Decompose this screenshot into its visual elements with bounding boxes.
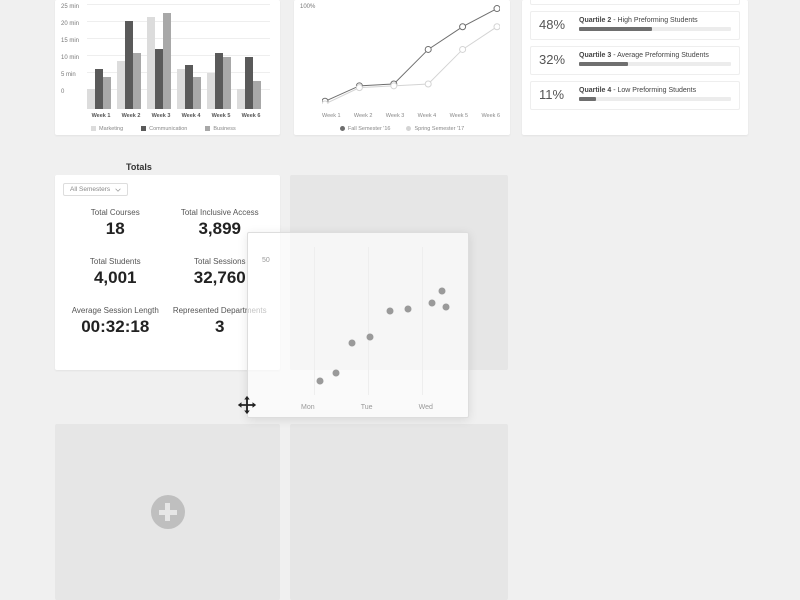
totals-label: Total Students — [63, 257, 168, 266]
quartile-bar-bg — [579, 97, 731, 101]
bar-chart-card: 25 min 20 min 15 min 10 min 5 min 0 Week… — [55, 0, 280, 135]
quartile-bar-fill — [579, 62, 628, 66]
chevron-down-icon — [115, 187, 121, 193]
totals-item: Total Students 4,001 — [63, 257, 168, 288]
line-chart-card: 100% Week 1Week 2Week 3Week 4Week 5Week … — [294, 0, 510, 135]
totals-label: Total Inclusive Access — [168, 208, 273, 217]
totals-item: Average Session Length 00:32:18 — [63, 306, 168, 337]
legend-label: Spring Semester '17 — [414, 126, 464, 132]
quartile-row: 32% Quartile 3 - Average Preforming Stude… — [530, 46, 740, 75]
totals-label: Average Session Length — [63, 306, 168, 315]
quartile-pct: 11% — [539, 87, 571, 102]
scatter-point — [367, 334, 374, 341]
bar-y-axis: 25 min 20 min 15 min 10 min 5 min 0 — [61, 4, 79, 106]
scatter-point — [439, 288, 446, 295]
scatter-point — [429, 300, 436, 307]
y-tick: 5 min — [61, 72, 79, 89]
legend-label: Communication — [149, 126, 187, 132]
y-tick: 20 min — [61, 21, 79, 38]
quartile-bar-bg — [579, 27, 731, 31]
semester-select[interactable]: All Semesters — [63, 183, 128, 196]
add-widget-icon[interactable] — [151, 495, 185, 529]
legend-item: Spring Semester '17 — [406, 126, 464, 132]
quartile-bar-fill — [579, 97, 596, 101]
y-tick: 25 min — [61, 4, 79, 21]
quartile-bar-fill — [579, 27, 652, 31]
move-cursor-icon — [236, 394, 258, 416]
widget-placeholder[interactable] — [55, 424, 280, 600]
totals-grid: Total Courses18Total Inclusive Access3,8… — [63, 208, 272, 337]
quartile-label: Quartile 2 - High Preforming Students — [579, 17, 731, 24]
legend-swatch — [91, 126, 96, 131]
bar-legend: Marketing Communication Business — [91, 126, 270, 132]
scatter-y-label: 50 — [262, 257, 270, 264]
totals-label: Total Courses — [63, 208, 168, 217]
legend-item: Marketing — [91, 126, 123, 132]
quartile-card: 9%Quartile 1 - Extremely High Preforming… — [522, 0, 748, 135]
widget-placeholder[interactable] — [290, 424, 508, 600]
line-plot-area — [322, 4, 500, 104]
select-value: All Semesters — [70, 186, 110, 193]
scatter-point — [387, 308, 394, 315]
totals-value: 00:32:18 — [63, 317, 168, 337]
scatter-point — [349, 340, 356, 347]
y-tick: 10 min — [61, 55, 79, 72]
line-legend: Fall Semester '16 Spring Semester '17 — [294, 126, 510, 132]
scatter-card-dragging[interactable]: 50 MonTueWed — [247, 232, 469, 418]
legend-item: Business — [205, 126, 235, 132]
legend-item: Communication — [141, 126, 187, 132]
quartile-pct: 48% — [539, 17, 571, 32]
legend-dot — [340, 126, 345, 131]
totals-value: 4,001 — [63, 268, 168, 288]
scatter-point — [317, 378, 324, 385]
line-x-axis: Week 1Week 2Week 3Week 4Week 5Week 6 — [322, 113, 500, 119]
quartile-label: Quartile 3 - Average Preforming Students — [579, 52, 731, 59]
legend-label: Business — [213, 126, 235, 132]
legend-label: Fall Semester '16 — [348, 126, 391, 132]
scatter-point — [405, 306, 412, 313]
quartile-bar-bg — [579, 62, 731, 66]
line-y-label: 100% — [300, 4, 315, 10]
legend-swatch — [141, 126, 146, 131]
y-tick: 15 min — [61, 38, 79, 55]
legend-item: Fall Semester '16 — [340, 126, 391, 132]
y-tick: 0 — [61, 89, 79, 106]
quartile-label: Quartile 4 - Low Preforming Students — [579, 87, 731, 94]
quartile-row: 11% Quartile 4 - Low Preforming Students — [530, 81, 740, 110]
totals-section-title: Totals — [126, 162, 152, 172]
scatter-x-axis: MonTueWed — [278, 404, 456, 411]
quartile-row: 48% Quartile 2 - High Preforming Students — [530, 11, 740, 40]
totals-value: 18 — [63, 219, 168, 239]
bar-plot-area: Week 1Week 2Week 3Week 4Week 5Week 6 — [87, 4, 270, 109]
scatter-plot-area — [278, 247, 456, 395]
quartile-pct: 32% — [539, 52, 571, 67]
legend-swatch — [205, 126, 210, 131]
legend-label: Marketing — [99, 126, 123, 132]
legend-dot — [406, 126, 411, 131]
scatter-point — [333, 370, 340, 377]
totals-item: Total Courses 18 — [63, 208, 168, 239]
quartile-row: 9%Quartile 1 - Extremely High Preforming… — [530, 0, 740, 5]
scatter-point — [443, 304, 450, 311]
